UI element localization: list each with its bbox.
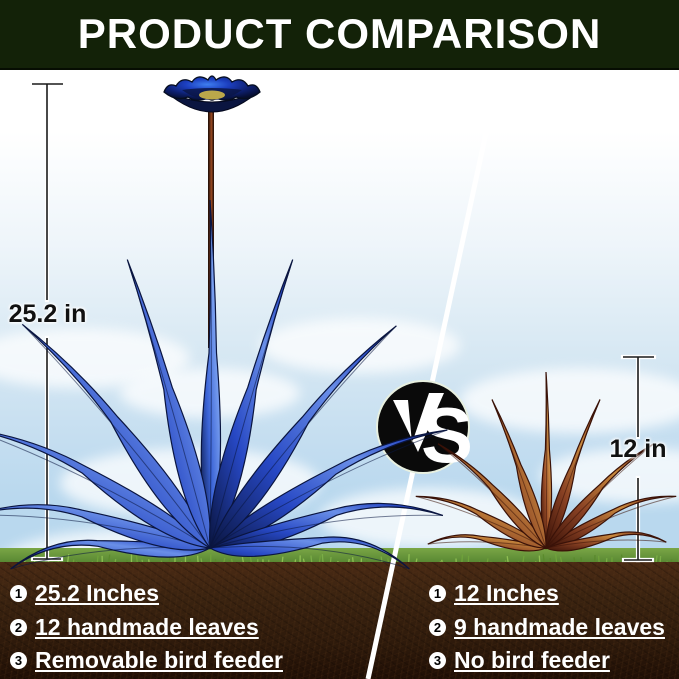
svg-text:S: S bbox=[421, 391, 473, 479]
